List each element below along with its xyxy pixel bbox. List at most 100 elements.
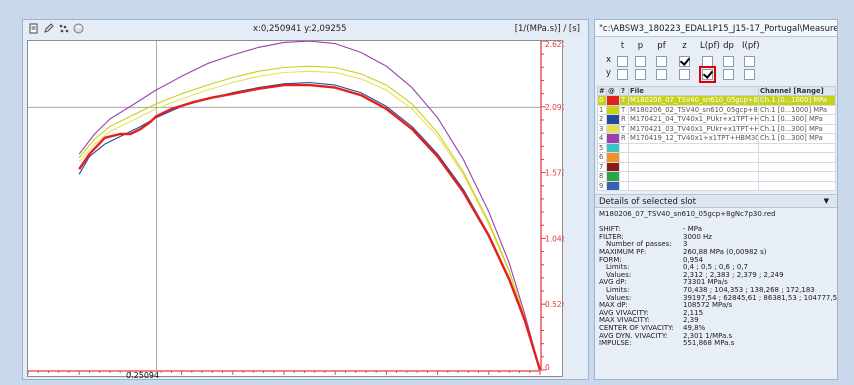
details-rows: SHIFT: - MPa FILTER: 3000 Hz Number of passe… [599, 226, 838, 348]
checkbox-y-lpf[interactable] [699, 66, 716, 83]
details-row: Values: 39197,54 ; 62845,61 ; 86381,53 ; … [599, 293, 838, 303]
slot-color-cell [606, 114, 620, 125]
details-row: Limits: 0,4 ; 0,5 ; 0,6 ; 0,7 [599, 264, 835, 272]
disk-icon[interactable] [73, 23, 84, 34]
series-line-0[interactable] [78, 83, 542, 371]
color-swatch[interactable] [607, 162, 619, 171]
details-key: Number of passes: [606, 240, 672, 249]
chart-svg: 2.6212.0971.5731.0480.524000.20.40.60.81 [28, 41, 564, 375]
slot-file [628, 180, 759, 191]
slot-flag [619, 171, 629, 182]
color-swatch[interactable] [607, 172, 619, 181]
slot-row[interactable]: 1 T M180206_02_TSV40_sn610_05gcp+8 Ch.1 [0.… [597, 104, 836, 115]
color-swatch[interactable] [607, 96, 619, 105]
checkbox-y-dp[interactable] [723, 69, 734, 80]
slot-file [628, 161, 759, 172]
details-row: SHIFT: - MPa [599, 226, 835, 234]
slot-row[interactable]: 7 [597, 161, 836, 172]
details-row: Number of passes: 3 [599, 241, 835, 249]
slot-flag [619, 161, 629, 172]
color-swatch[interactable] [607, 115, 619, 124]
file-path-bar[interactable]: "c:\ABSW3_180223_EDAL1P15_J15-17_Portuga… [595, 20, 837, 37]
details-value: - MPa [683, 225, 702, 234]
details-row: AVG VIVACITY: 2,115 [599, 309, 835, 318]
slot-number: 2 [597, 114, 607, 125]
details-value: 2,39 [683, 316, 699, 325]
details-row: Limits: 70,438 ; 104,353 ; 138,268 ; 172,… [599, 286, 835, 295]
pencil-icon[interactable] [43, 23, 54, 34]
col-header-color: @ [606, 86, 620, 96]
checkbox-x-pf[interactable] [656, 56, 667, 67]
slot-channel: Ch.1 [0...300] MPa [758, 133, 836, 144]
document-icon[interactable] [28, 23, 39, 34]
grid-header-p: p [637, 41, 644, 51]
series-line-2[interactable] [78, 81, 541, 371]
checkbox-x-dp[interactable] [723, 56, 734, 67]
details-row: FORM: 0,954 [599, 255, 835, 265]
chevron-down-icon[interactable]: ▼ [823, 197, 829, 205]
grid-header-pf: pf [657, 41, 666, 51]
slot-row[interactable]: 4 R M170419_12_TV40x1+x1TPT+HBM30(Ch.1 [0.… [597, 133, 836, 144]
plot-area[interactable]: 2.6212.0971.5731.0480.524000.20.40.60.81… [27, 40, 564, 380]
checkbox-y-t[interactable] [617, 69, 628, 80]
slot-row[interactable]: 9 [597, 180, 836, 191]
details-value: 39197,54 ; 62845,61 ; 86381,53 ; 104777,… [683, 293, 838, 302]
y-tick-label: 1.573 [545, 169, 564, 178]
y-tick-label: 2.621 [545, 41, 564, 49]
checkbox-y-ipf[interactable] [744, 69, 755, 80]
checkbox-y-p[interactable] [635, 69, 646, 80]
slot-row[interactable]: 0 T M180206_07_TSV40_sn610_05gcp+8 Ch.1 [0.… [597, 95, 836, 106]
details-row: MAXIMUM PF: 260,88 MPa (0,00982 s) [599, 247, 835, 257]
details-key: Limits: [606, 263, 630, 272]
details-row: AVG DYN. VIVACITY: 2,301 1/MPa.s [599, 332, 835, 341]
series-line-4[interactable] [78, 41, 541, 371]
details-value: 73301 MPa/s [683, 278, 728, 287]
details-row: CENTER OF VIVACITY: 49,8% [599, 323, 835, 333]
slot-color-cell [606, 142, 620, 153]
checkbox-y-pf[interactable] [656, 69, 667, 80]
color-swatch[interactable] [607, 105, 619, 114]
slot-row[interactable]: 2 R M170421_04_TV40x1_PUkr+x1TPT+H Ch.1 [0.… [597, 114, 836, 125]
series-line-3[interactable] [78, 70, 541, 371]
y-tick-label: 0.524 [545, 300, 564, 309]
details-header[interactable]: Details of selected slot ▼ [595, 194, 837, 208]
checkbox-x-lpf[interactable] [702, 56, 713, 67]
color-swatch[interactable] [607, 153, 619, 162]
slot-table-header: # @ ? File Channel [Range] [597, 86, 836, 96]
grid-row-label-y: y [606, 68, 612, 78]
details-row: MAX VIVACITY: 2,39 [599, 317, 835, 325]
details-key: CENTER OF VIVACITY: [599, 323, 674, 332]
y-tick-label: 1.048 [545, 234, 564, 243]
slot-row[interactable]: 5 [597, 142, 836, 153]
color-swatch[interactable] [607, 181, 619, 190]
color-swatch[interactable] [607, 134, 619, 143]
slot-row[interactable]: 6 [597, 152, 836, 163]
checkbox-y-z[interactable] [679, 69, 690, 80]
checkbox-x-ipf[interactable] [744, 56, 755, 67]
color-swatch[interactable] [607, 143, 619, 152]
checkbox-x-t[interactable] [617, 56, 628, 67]
details-title: Details of selected slot [599, 197, 696, 207]
details-key: MAX dP: [599, 301, 628, 310]
series-line-1[interactable] [78, 65, 541, 371]
slot-row[interactable]: 3 T M170421_03_TV40x1_PUkr+x1TPT+H Ch.1 [0.… [597, 123, 836, 134]
slot-number: 0 [597, 95, 607, 106]
details-row: AVG dP: 73301 MPa/s [599, 279, 835, 287]
slot-channel [758, 180, 836, 191]
slot-color-cell [606, 104, 620, 115]
details-value: 3000 Hz [683, 232, 712, 241]
checkbox-x-z[interactable] [679, 56, 690, 67]
slot-row[interactable]: 8 [597, 171, 836, 182]
slot-channel [758, 171, 836, 182]
grid-row-label-x: x [606, 55, 612, 65]
color-swatch[interactable] [607, 124, 619, 133]
details-value: 2,312 ; 2,383 ; 2,379 ; 2,249 [683, 270, 784, 279]
details-value: 0,954 [683, 255, 704, 264]
y-tick-label: 0 [545, 363, 550, 372]
y-tick-label: 2.097 [545, 103, 564, 112]
checkbox-x-p[interactable] [635, 56, 646, 67]
details-value: 551,868 MPa.s [683, 339, 735, 348]
slot-file: M170419_12_TV40x1+x1TPT+HBM30( [628, 133, 759, 144]
scatter-icon[interactable] [58, 23, 69, 34]
details-key: MAXIMUM PF: [599, 247, 647, 256]
